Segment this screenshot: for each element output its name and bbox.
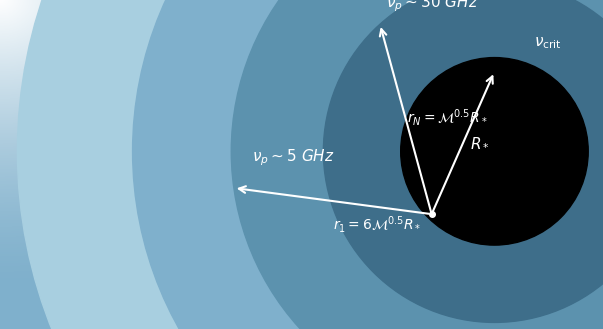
Text: $\nu_p \sim 5$ GHz: $\nu_p \sim 5$ GHz [252,148,335,168]
Text: $\nu_{\mathrm{crit}}$: $\nu_{\mathrm{crit}}$ [534,36,561,51]
Circle shape [17,0,603,329]
Circle shape [133,0,603,329]
Circle shape [323,0,603,322]
Text: $r_1 = 6\mathcal{M}^{0.5}R_*$: $r_1 = 6\mathcal{M}^{0.5}R_*$ [333,214,421,235]
Circle shape [401,58,588,245]
Text: $r_N = \mathcal{M}^{0.5}R_*$: $r_N = \mathcal{M}^{0.5}R_*$ [406,107,487,128]
Circle shape [232,0,603,329]
Text: $R_*$: $R_*$ [470,136,490,150]
Text: $\nu_p \sim 30$ GHz: $\nu_p \sim 30$ GHz [386,0,478,14]
